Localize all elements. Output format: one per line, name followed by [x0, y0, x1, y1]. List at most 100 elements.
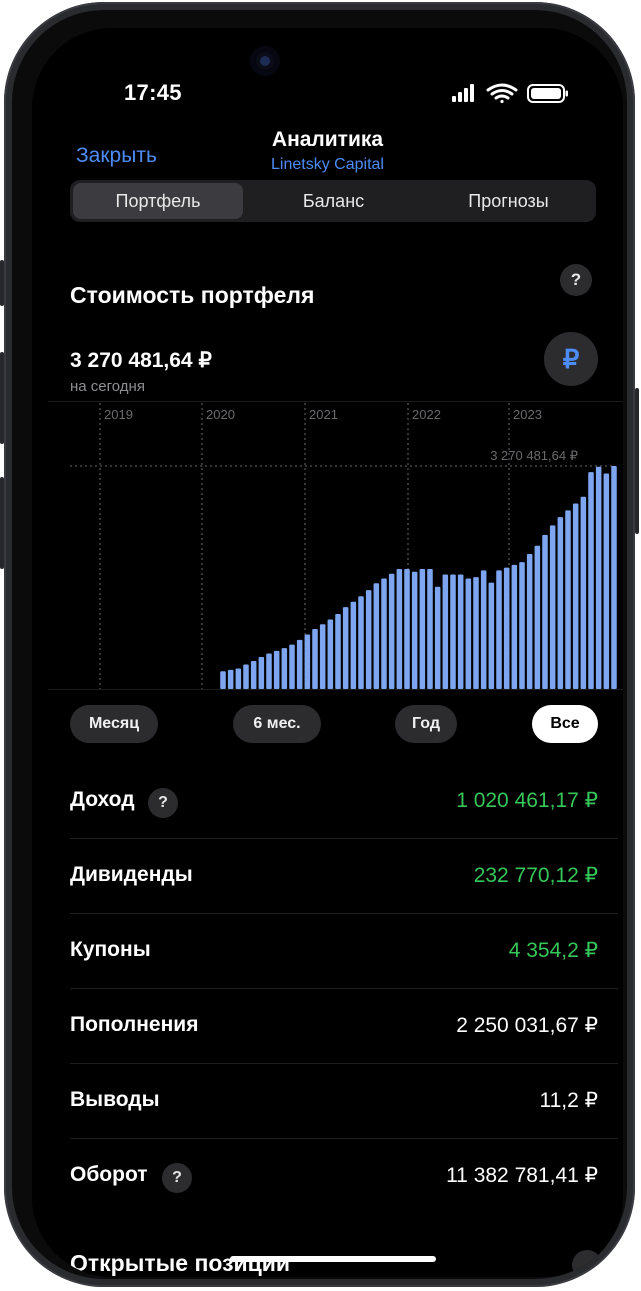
- stat-label: Оборот: [70, 1163, 148, 1186]
- income-help-button[interactable]: ?: [148, 788, 178, 818]
- range-year[interactable]: Год: [395, 705, 457, 743]
- wifi-icon: [486, 83, 518, 104]
- range-selector: Месяц 6 мес. Год Все: [70, 705, 598, 743]
- range-month[interactable]: Месяц: [70, 705, 158, 743]
- chart-bar: [404, 568, 410, 689]
- home-indicator: [230, 1256, 436, 1262]
- stat-row-dividends: Дивиденды 232 770,12 ₽: [70, 839, 618, 914]
- chart-bar: [465, 578, 472, 689]
- range-all[interactable]: Все: [532, 705, 598, 743]
- reference-label: 3 270 481,64 ₽: [490, 448, 578, 463]
- chart-bar: [557, 517, 564, 689]
- help-button[interactable]: ?: [560, 264, 592, 296]
- chart-bar: [572, 503, 579, 689]
- stat-value: 4 354,2 ₽: [508, 939, 598, 962]
- chart-bar: [250, 661, 257, 689]
- chart-bar: [519, 562, 525, 689]
- chart-bar: [220, 671, 226, 689]
- chart-bar: [373, 583, 380, 689]
- stat-value: 2 250 031,67 ₽: [456, 1014, 598, 1037]
- page-title: Аналитика: [271, 128, 384, 151]
- app-screen: 17:45: [32, 28, 623, 1277]
- chart-bar: [281, 648, 288, 689]
- currency-button[interactable]: ₽: [544, 332, 598, 386]
- stats-list: Доход ? 1 020 461,17 ₽ Дивиденды 232 770…: [70, 764, 618, 1213]
- chart-bar: [549, 525, 556, 689]
- action-button: [0, 260, 4, 306]
- stat-label: Дивиденды: [70, 863, 193, 886]
- chart-bar: [327, 619, 334, 689]
- chart-bar: [235, 668, 242, 689]
- stat-row-coupons: Купоны 4 354,2 ₽: [70, 914, 618, 989]
- close-button[interactable]: Закрыть: [76, 144, 157, 167]
- portfolio-chart: 2019 2020 2021 2022 2023 3 270 481,64 ₽: [48, 401, 623, 690]
- chart-bar: [227, 669, 234, 689]
- chart-bar: [388, 573, 395, 689]
- status-time: 17:45: [124, 80, 182, 105]
- signal-icon: [452, 84, 474, 102]
- x-tick-label: 2020: [206, 407, 235, 422]
- chart-bar: [427, 568, 433, 689]
- chart-bar: [358, 596, 364, 689]
- stat-value: 11,2 ₽: [539, 1089, 598, 1112]
- chart-bar: [396, 568, 403, 689]
- stat-row-turnover: Оборот ? 11 382 781,41 ₽: [70, 1139, 618, 1213]
- x-tick-label: 2021: [309, 407, 338, 422]
- chart-bar: [304, 634, 311, 689]
- stat-label: Пополнения: [70, 1013, 199, 1036]
- chart-bar: [319, 624, 326, 689]
- chart-bar: [480, 570, 487, 689]
- chart-bar: [442, 574, 449, 689]
- chart-bar: [419, 568, 426, 689]
- chart-bar: [511, 564, 518, 689]
- stat-row-deposits: Пополнения 2 250 031,67 ₽: [70, 989, 618, 1064]
- chart-bar: [335, 613, 341, 689]
- chart-bar: [381, 578, 387, 689]
- chart-bar: [503, 567, 510, 689]
- stat-label: Доход: [70, 788, 135, 811]
- turnover-help-button[interactable]: ?: [162, 1163, 192, 1193]
- tab-forecasts[interactable]: Прогнозы: [468, 191, 549, 211]
- chart-bar: [488, 582, 495, 689]
- chart-bar: [411, 571, 418, 689]
- chart-bar: [243, 664, 249, 689]
- x-tick-label: 2019: [104, 407, 133, 422]
- battery-icon: [527, 84, 568, 103]
- page-subtitle: Linetsky Capital: [271, 156, 384, 173]
- volume-down-button: [0, 477, 4, 569]
- stat-label: Купоны: [70, 938, 151, 961]
- chart-bar: [580, 496, 587, 689]
- chart-bar: [542, 534, 548, 689]
- status-icons: [452, 83, 568, 104]
- range-6-months[interactable]: 6 мес.: [233, 705, 321, 743]
- x-tick-label: 2022: [412, 407, 441, 422]
- portfolio-value-caption: на сегодня: [70, 378, 145, 395]
- open-positions-title: Открытые позиции: [70, 1250, 291, 1276]
- tab-balance[interactable]: Баланс: [302, 191, 365, 211]
- chart-bar: [496, 570, 502, 689]
- chart-bar: [258, 656, 265, 689]
- chart-bar: [289, 644, 295, 689]
- chart-bar: [595, 466, 602, 689]
- chart-bar: [526, 553, 533, 689]
- tab-portfolio[interactable]: Портфель: [73, 183, 243, 219]
- stat-label: Выводы: [70, 1088, 160, 1111]
- chart-bar: [434, 586, 441, 689]
- open-positions-help-button[interactable]: [572, 1250, 602, 1277]
- chart-bar: [350, 601, 357, 689]
- chart-bar: [588, 472, 594, 689]
- chart-bar: [603, 473, 610, 689]
- chart-bar: [266, 653, 272, 689]
- chart-bar: [473, 577, 479, 689]
- chart-bar: [312, 628, 318, 689]
- segmented-control: Портфель Баланс Прогнозы: [70, 180, 596, 222]
- stat-value: 11 382 781,41 ₽: [446, 1164, 598, 1187]
- stat-row-income: Доход ? 1 020 461,17 ₽: [70, 764, 618, 839]
- chart-bar: [457, 574, 464, 689]
- stat-value: 1 020 461,17 ₽: [456, 789, 598, 812]
- x-tick-label: 2023: [513, 407, 542, 422]
- chart-bar: [565, 510, 571, 689]
- portfolio-value-title: Стоимость портфеля: [70, 282, 315, 308]
- chart-bar: [342, 607, 349, 689]
- volume-up-button: [0, 352, 4, 444]
